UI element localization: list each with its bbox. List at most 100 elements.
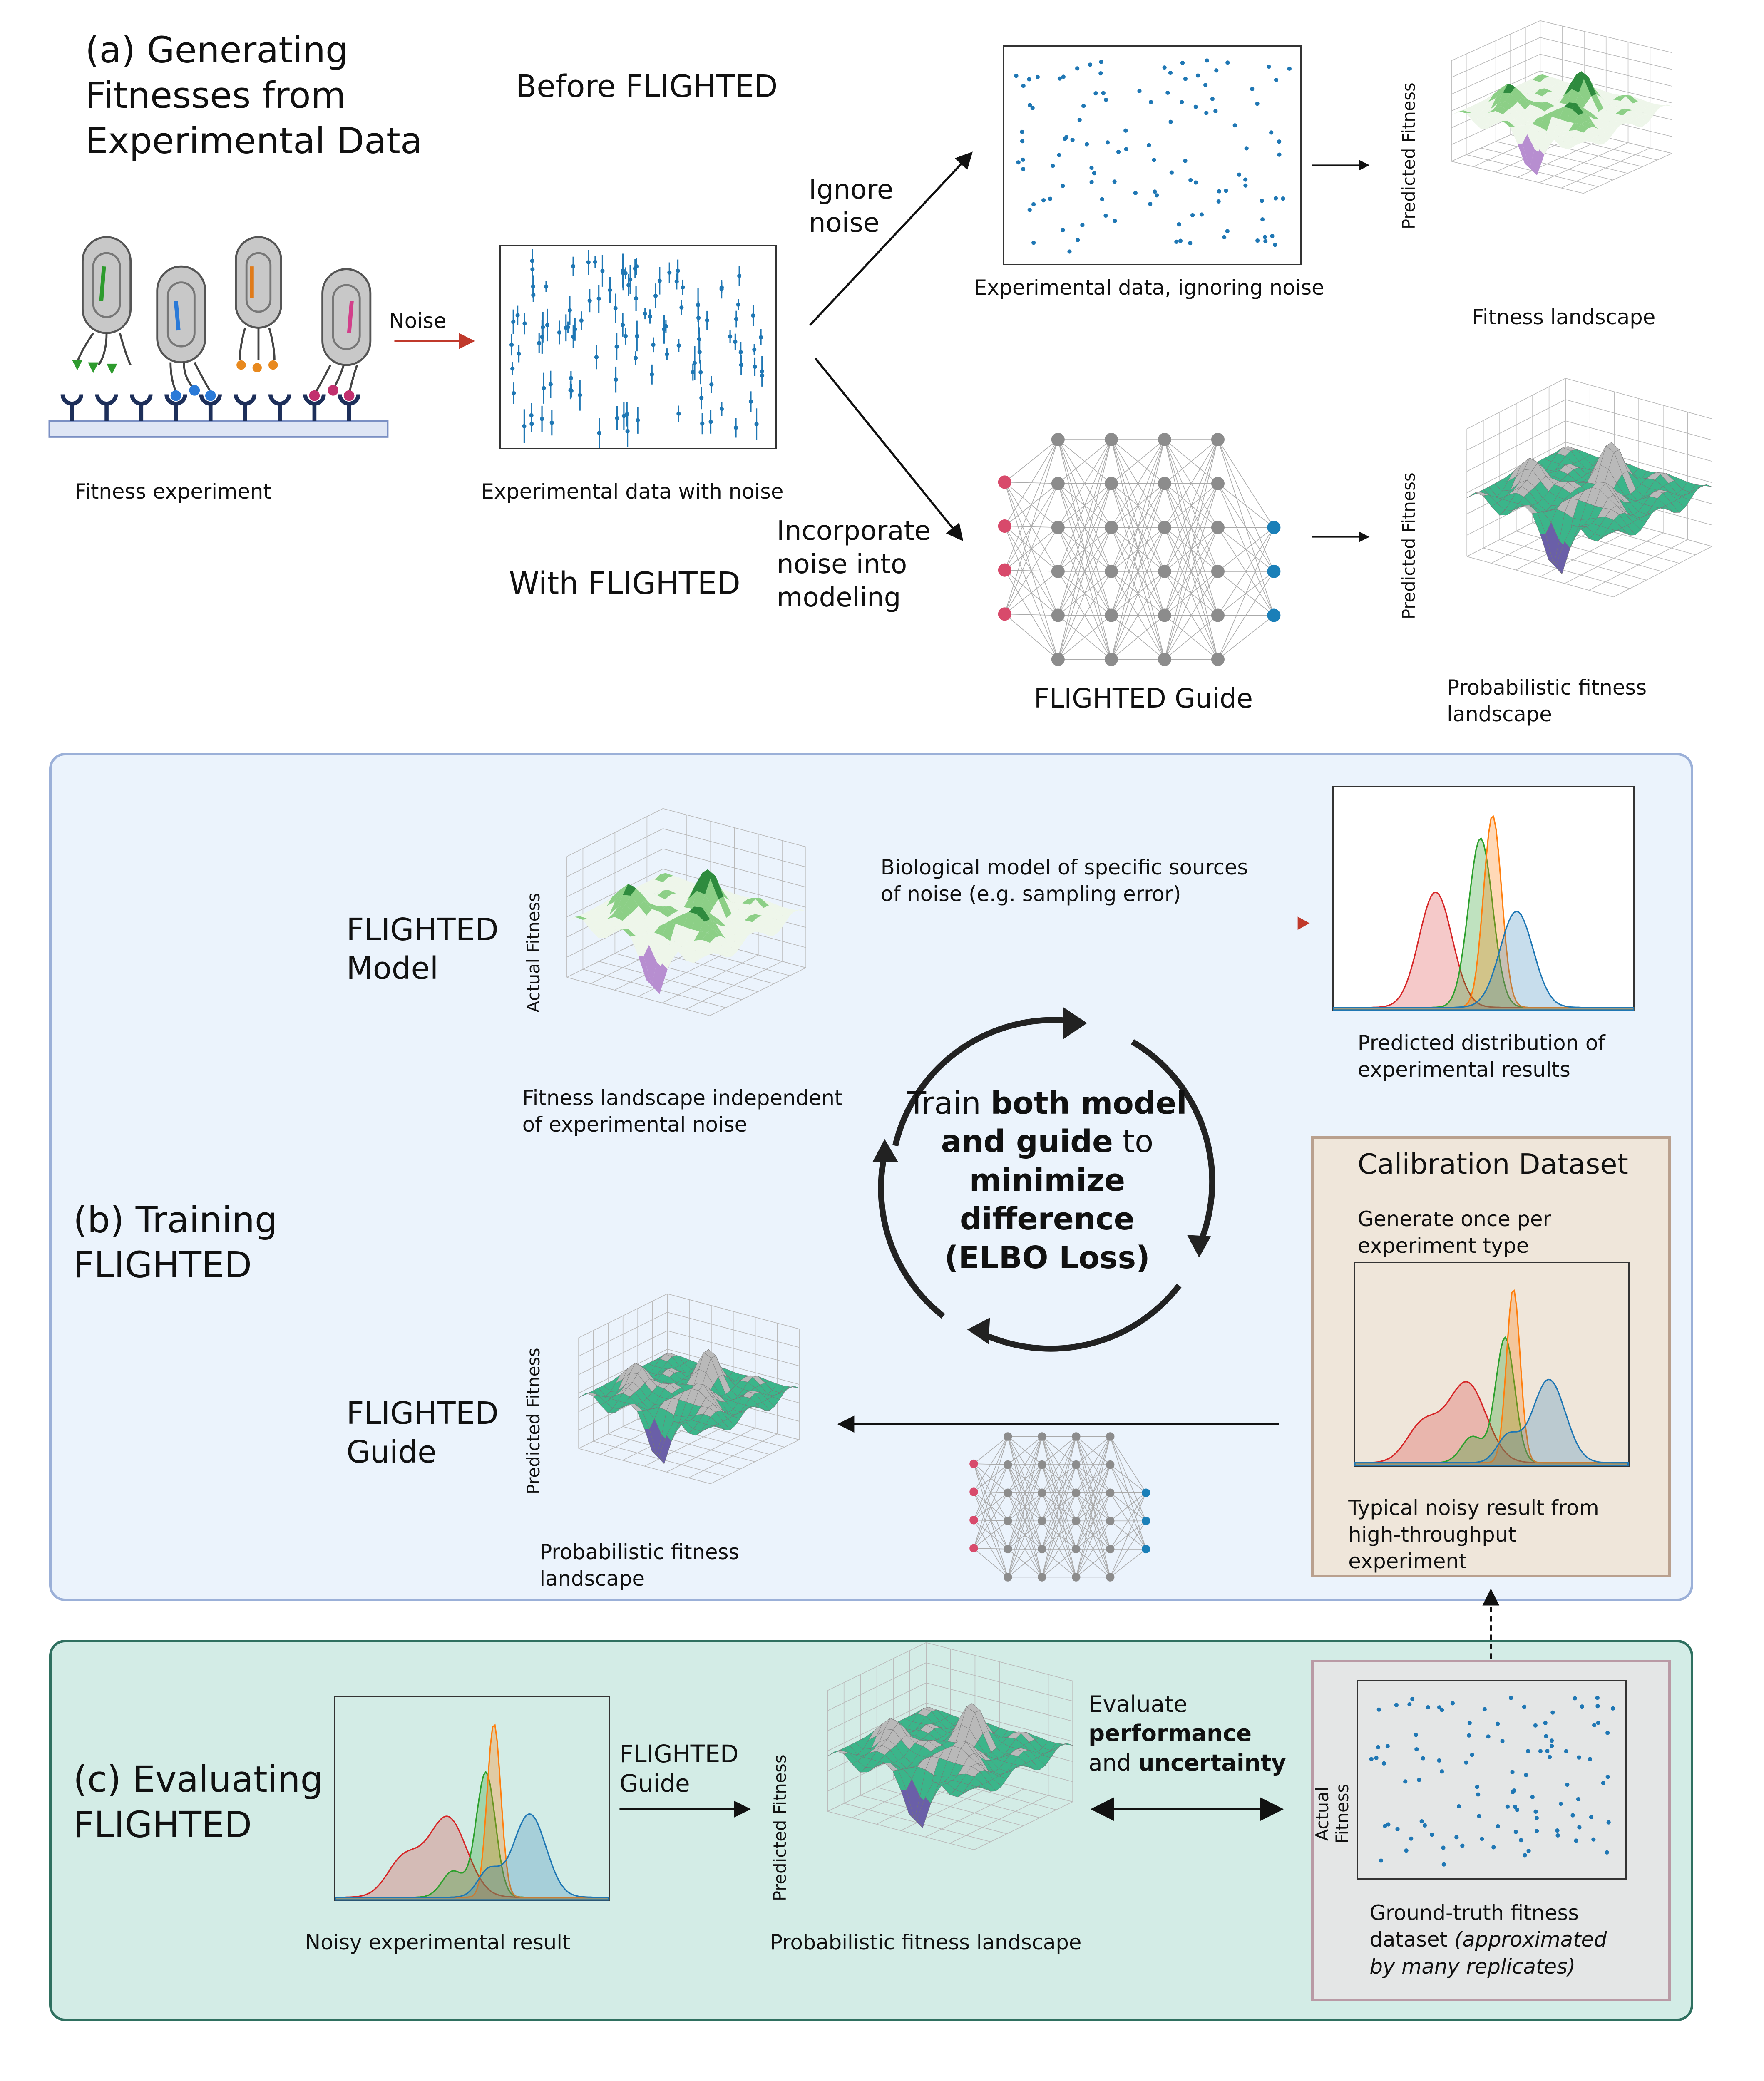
data-point	[1085, 142, 1089, 147]
network-node	[1071, 1488, 1081, 1497]
data-point	[1243, 183, 1248, 188]
data-point	[597, 431, 602, 435]
data-point	[719, 287, 724, 291]
data-point	[569, 376, 574, 380]
data-point	[658, 278, 662, 283]
data-point	[1104, 97, 1108, 102]
data-point	[1495, 1824, 1500, 1829]
text-line: noise	[808, 208, 880, 239]
data-point	[1429, 1833, 1434, 1837]
data-point	[1414, 1733, 1418, 1737]
data-point	[550, 420, 554, 425]
title-line: (b) Training	[73, 1199, 278, 1241]
data-point	[614, 344, 619, 349]
text: difference	[960, 1202, 1135, 1237]
calibration-distribution-plot	[1354, 1262, 1630, 1467]
data-point	[1508, 1696, 1513, 1701]
phage-orange	[235, 236, 282, 372]
network-node	[1003, 1460, 1012, 1469]
fitness-experiment-label: Fitness experiment	[75, 479, 271, 504]
network-node	[969, 1516, 978, 1525]
phage-green	[72, 236, 132, 375]
data-point	[1188, 178, 1193, 182]
data-point	[1403, 1779, 1407, 1784]
title-line: (c) Evaluating	[73, 1758, 323, 1800]
network-node	[1037, 1488, 1046, 1497]
incorporate-noise-arrow	[814, 358, 964, 541]
calibration-dataset-title: Calibration Dataset	[1357, 1147, 1628, 1180]
text: by many replicates)	[1369, 1954, 1576, 1979]
text-line: Guide	[619, 1769, 690, 1798]
data-point	[1243, 177, 1248, 182]
data-point	[664, 324, 668, 328]
data-point	[1382, 1824, 1387, 1828]
data-point	[752, 347, 757, 352]
probabilistic-landscape-3d	[1466, 378, 1712, 598]
fitness-landscape-caption: Fitness landscape	[1472, 305, 1656, 329]
text-line: Biological model of specific sources	[880, 855, 1248, 879]
network-node	[998, 563, 1011, 577]
data-point	[1543, 1734, 1548, 1739]
network-node	[1071, 1432, 1081, 1441]
data-point	[1177, 222, 1181, 227]
network-node	[1003, 1545, 1012, 1554]
network-node	[1051, 521, 1065, 534]
data-point	[545, 323, 550, 328]
network-node	[1003, 1517, 1012, 1525]
data-point	[1439, 1769, 1444, 1774]
data-point	[636, 418, 640, 422]
data-point	[529, 413, 534, 417]
data-point	[1549, 1738, 1554, 1743]
network-node	[1211, 608, 1225, 622]
text: dataset	[1369, 1927, 1454, 1952]
data-point	[1374, 1756, 1379, 1761]
data-point	[1214, 68, 1219, 73]
data-point	[1394, 1703, 1399, 1708]
data-point	[676, 411, 681, 416]
network-node	[1071, 1573, 1081, 1582]
data-point	[1077, 117, 1082, 122]
data-point	[1510, 1770, 1515, 1774]
data-point	[650, 372, 654, 377]
network-node	[1106, 1573, 1115, 1582]
predicted-distribution-caption: Predicted distribution of experimental r…	[1358, 1030, 1605, 1083]
data-point	[1273, 242, 1277, 247]
text-line: Model	[346, 951, 439, 987]
data-point	[1416, 1778, 1421, 1783]
data-point	[1534, 1829, 1539, 1833]
data-point	[679, 305, 684, 310]
network-node	[1158, 565, 1171, 579]
data-point	[624, 334, 628, 338]
data-point	[1260, 199, 1265, 203]
data-point	[1515, 1808, 1519, 1812]
data-point	[1133, 191, 1138, 195]
data-point	[1080, 223, 1085, 227]
data-point	[578, 393, 582, 397]
network-node	[998, 607, 1011, 621]
data-point	[1595, 1704, 1600, 1709]
data-point	[1148, 201, 1153, 206]
data-point	[1027, 208, 1032, 212]
data-point	[1063, 137, 1067, 141]
data-point	[1100, 197, 1105, 201]
data-point	[566, 325, 571, 330]
noisy-data-caption: Experimental data with noise	[481, 479, 784, 504]
data-point	[1232, 123, 1237, 128]
network-node	[998, 475, 1011, 489]
noisy-result-plot	[334, 1696, 610, 1901]
data-point	[1588, 1757, 1592, 1761]
data-point	[1386, 1822, 1390, 1827]
data-point	[697, 337, 702, 341]
data-point	[1522, 1705, 1526, 1709]
data-point	[1526, 1849, 1531, 1853]
data-point	[594, 355, 599, 360]
data-point	[1031, 240, 1036, 245]
data-point	[1030, 106, 1035, 110]
network-node	[1071, 1460, 1081, 1469]
data-point	[568, 308, 572, 313]
data-point	[522, 424, 527, 428]
calibration-dataset-box	[1311, 1136, 1671, 1577]
text-line: landscape	[539, 1567, 645, 1591]
data-point	[1518, 1838, 1523, 1843]
incorporate-noise-label: Incorporate noise into modeling	[777, 514, 931, 614]
